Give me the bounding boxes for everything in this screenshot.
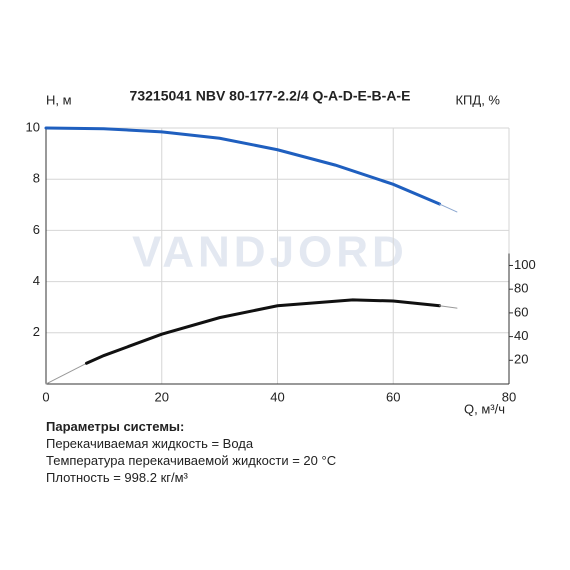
x-tick-label: 60 [386,389,400,404]
y2-tick-label: 20 [514,352,528,367]
y2-tick-label: 80 [514,281,528,296]
y-tick-label: 2 [33,324,40,339]
note-line: Плотность = 998.2 кг/м³ [46,470,188,485]
x-tick-label: 80 [502,389,516,404]
y-tick-label: 6 [33,222,40,237]
data-line [439,305,458,309]
data-line [85,298,442,365]
x-tick-label: 0 [42,389,49,404]
watermark: VANDJORD [132,228,408,277]
x-axis-label: Q, м³/ч [464,401,505,416]
y2-tick-label: 40 [514,328,528,343]
data-line [439,203,458,213]
data-line [45,362,88,385]
y2-tick-label: 60 [514,304,528,319]
x-tick-label: 40 [270,389,284,404]
note-line: Перекачиваемая жидкость = Вода [46,436,254,451]
note-line: Температура перекачиваемой жидкости = 20… [46,453,337,468]
y-axis-label: H, м [46,92,72,107]
y-tick-label: 4 [33,273,40,288]
y-tick-label: 10 [26,119,40,134]
data-line [44,126,442,206]
y2-tick-label: 100 [514,257,536,272]
notes: Параметры системы: Перекачиваемая жидкос… [46,418,336,486]
x-tick-label: 20 [155,389,169,404]
y-tick-label: 8 [33,171,40,186]
chart-title: 73215041 NBV 80-177-2.2/4 Q-A-D-E-B-A-E [130,88,411,104]
y2-axis-label: КПД, % [455,92,500,107]
notes-heading: Параметры системы: [46,419,185,434]
